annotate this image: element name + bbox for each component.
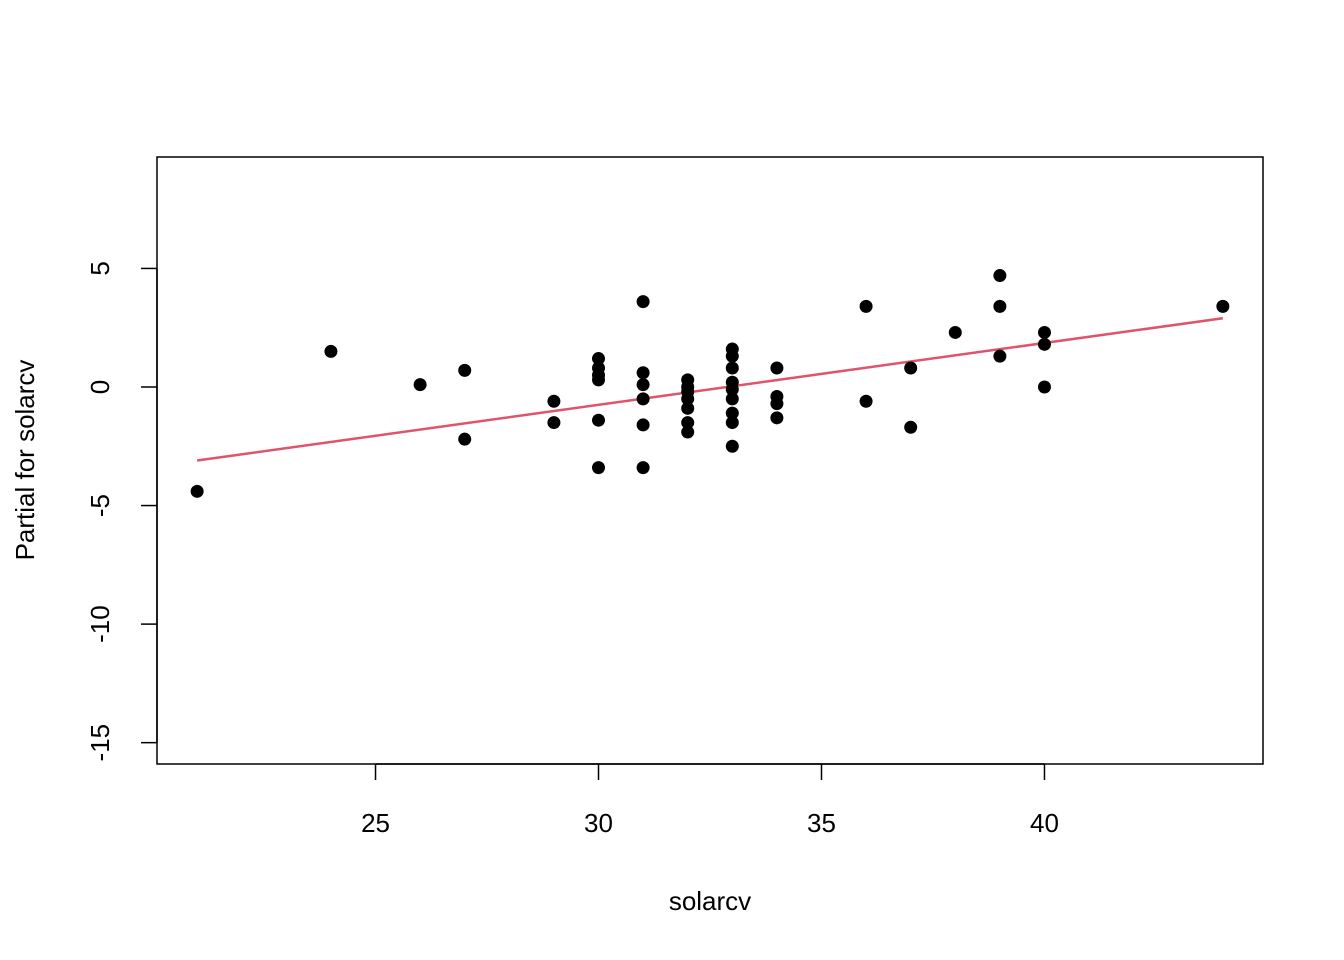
data-point xyxy=(725,392,739,406)
data-point xyxy=(636,392,650,406)
data-point xyxy=(1216,299,1230,313)
plot-box xyxy=(156,156,1264,765)
data-point xyxy=(1037,337,1051,351)
y-tick-label: 5 xyxy=(85,261,115,275)
x-tick-label: 25 xyxy=(361,808,390,838)
x-axis: 25 30 35 40 xyxy=(361,763,1059,838)
data-point xyxy=(770,411,784,425)
y-tick-label: -5 xyxy=(85,494,115,517)
data-point xyxy=(859,394,873,408)
data-point xyxy=(725,361,739,375)
data-point xyxy=(681,392,695,406)
data-point xyxy=(770,361,784,375)
x-tick-label: 30 xyxy=(584,808,613,838)
data-point xyxy=(458,432,472,446)
y-tick-label: -10 xyxy=(85,605,115,643)
data-point xyxy=(904,420,918,434)
x-tick-label: 35 xyxy=(807,808,836,838)
data-point xyxy=(636,295,650,309)
y-axis-title: Partial for solarcv xyxy=(10,360,40,561)
data-point xyxy=(458,363,472,377)
data-point xyxy=(725,406,739,420)
points-layer xyxy=(190,269,1230,498)
fit-line xyxy=(196,316,1224,462)
data-point xyxy=(948,325,962,339)
data-point xyxy=(1037,380,1051,394)
data-point xyxy=(547,416,561,430)
x-axis-title: solarcv xyxy=(669,886,751,916)
data-point xyxy=(1037,325,1051,339)
data-point xyxy=(636,366,650,380)
data-point xyxy=(725,382,739,396)
data-point xyxy=(681,401,695,415)
y-axis: -15 -10 -5 0 5 xyxy=(85,261,158,762)
data-point xyxy=(324,344,338,358)
data-point xyxy=(592,373,606,387)
data-point xyxy=(592,461,606,475)
data-point xyxy=(859,299,873,313)
data-point xyxy=(904,361,918,375)
data-point xyxy=(993,269,1007,283)
data-point xyxy=(993,299,1007,313)
data-point xyxy=(636,461,650,475)
data-point xyxy=(636,418,650,432)
data-point xyxy=(993,349,1007,363)
data-point xyxy=(770,397,784,411)
y-tick-label: -15 xyxy=(85,724,115,762)
data-point xyxy=(725,416,739,430)
x-tick-label: 40 xyxy=(1030,808,1059,838)
fit-line-layer xyxy=(196,316,1224,462)
data-point xyxy=(725,439,739,453)
data-point xyxy=(725,349,739,363)
data-point xyxy=(681,416,695,430)
data-point xyxy=(547,394,561,408)
data-point xyxy=(681,425,695,439)
data-point xyxy=(592,352,606,366)
data-point xyxy=(636,378,650,392)
data-point xyxy=(413,378,427,392)
y-tick-label: 0 xyxy=(85,380,115,394)
data-point xyxy=(190,484,204,498)
data-point xyxy=(592,413,606,427)
